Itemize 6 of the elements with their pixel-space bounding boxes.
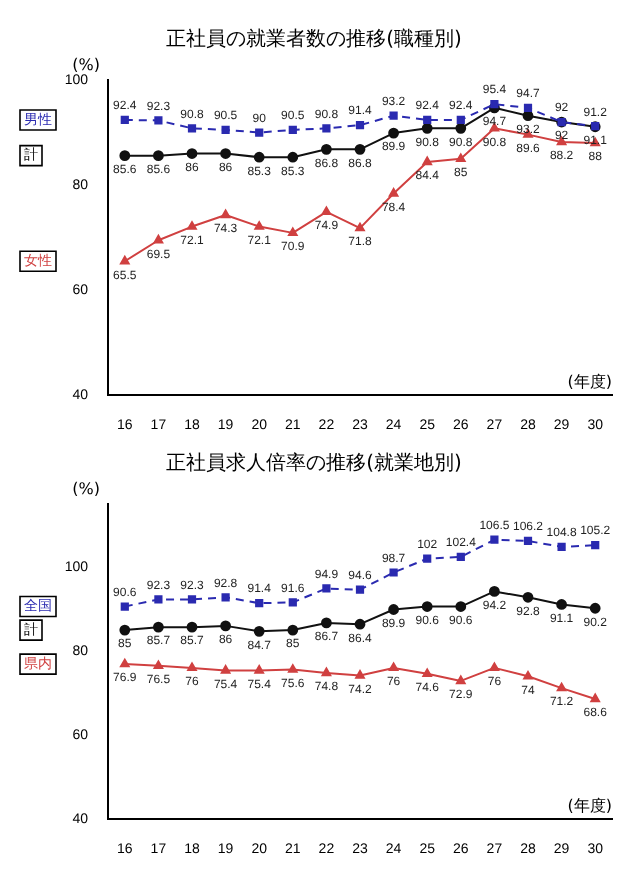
x-axis-title: (年度) bbox=[567, 373, 612, 392]
y-axis-title: (%) bbox=[72, 480, 100, 499]
chart-title: 正社員求人倍率の推移(就業地別) bbox=[166, 451, 462, 476]
y-axis-title: (%) bbox=[72, 56, 100, 75]
chart-title: 正社員の就業者数の推移(職種別) bbox=[166, 27, 462, 52]
x-axis-title: (年度) bbox=[567, 797, 612, 816]
